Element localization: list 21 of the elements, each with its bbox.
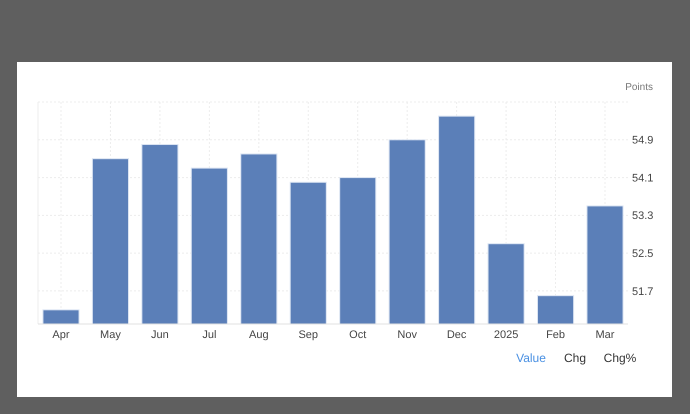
y-tick-label: 54.9 bbox=[632, 134, 654, 147]
x-tick-label: Mar bbox=[596, 329, 615, 341]
x-tick-label: 2025 bbox=[494, 329, 518, 341]
x-tick-label: Jul bbox=[202, 329, 216, 341]
y-tick-label: 53.3 bbox=[632, 210, 654, 222]
x-tick-label: Sep bbox=[298, 329, 318, 341]
text: Value bbox=[516, 351, 546, 365]
x-tick-label: May bbox=[100, 329, 122, 341]
x-tick-label: Dec bbox=[446, 329, 467, 341]
x-tick-label: Aug bbox=[249, 329, 269, 341]
x-tick-label: Oct bbox=[349, 329, 366, 341]
y-tick-label: 54.1 bbox=[632, 172, 654, 184]
y-tick-label: 52.5 bbox=[632, 248, 654, 260]
x-tick-label: Apr bbox=[52, 329, 70, 341]
text: Chg% bbox=[604, 351, 637, 365]
x-tick-label: Jun bbox=[151, 329, 169, 341]
y-tick-label: 51.7 bbox=[632, 286, 654, 298]
text: Chg bbox=[564, 351, 586, 365]
y-axis-title: Points bbox=[625, 82, 653, 93]
x-tick-label: Nov bbox=[397, 329, 418, 341]
x-tick-label: Feb bbox=[546, 329, 566, 341]
